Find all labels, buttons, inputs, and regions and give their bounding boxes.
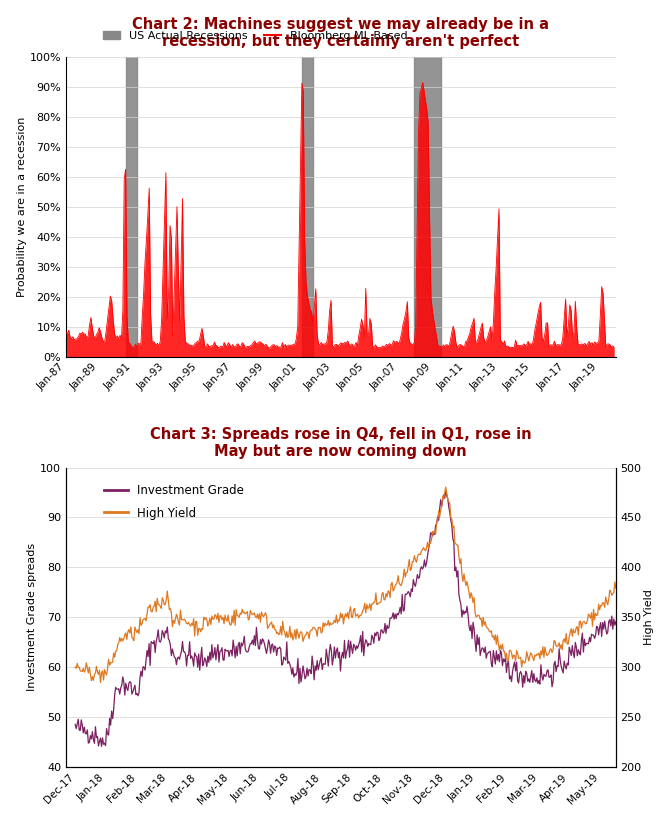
Bar [302, 57, 313, 357]
Title: Chart 2: Machines suggest we may already be in a
recession, but they certainly a: Chart 2: Machines suggest we may already… [132, 16, 550, 49]
Title: Chart 3: Spreads rose in Q4, fell in Q1, rose in
May but are now coming down: Chart 3: Spreads rose in Q4, fell in Q1,… [150, 427, 531, 459]
Bar [415, 57, 441, 357]
Legend: Investment Grade, High Yield: Investment Grade, High Yield [99, 480, 249, 524]
Bar [125, 57, 137, 357]
Y-axis label: Investment Grade spreads: Investment Grade spreads [28, 543, 38, 691]
Y-axis label: High Yield: High Yield [644, 589, 654, 645]
Y-axis label: Probability we are in a recession: Probability we are in a recession [17, 117, 27, 297]
Legend: US Actual Recessions, Bloomberg ML Based: US Actual Recessions, Bloomberg ML Based [99, 27, 412, 45]
